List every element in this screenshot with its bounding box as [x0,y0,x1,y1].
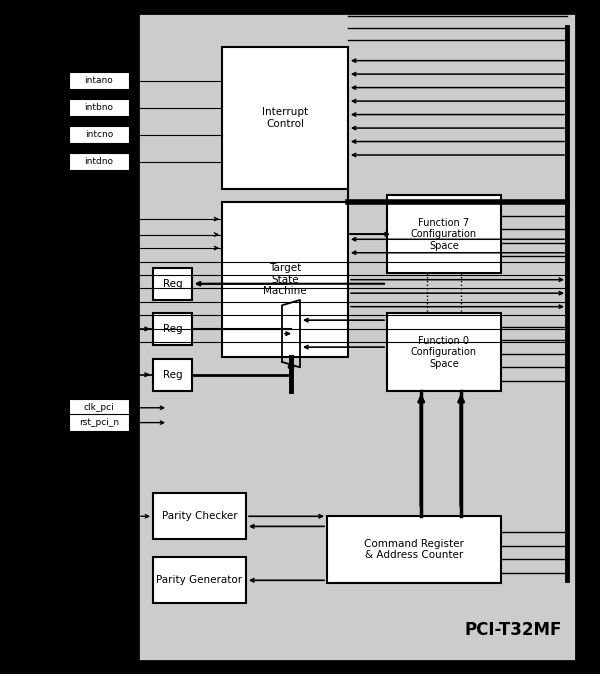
Text: Interrupt
Control: Interrupt Control [262,107,308,129]
Text: Function 0
Configuration
Space: Function 0 Configuration Space [411,336,477,369]
Text: rst_pci_n: rst_pci_n [79,418,119,427]
Text: idseli: idseli [102,243,126,253]
Text: Target
State
Machine: Target State Machine [263,263,307,297]
Text: stopno: stopno [95,284,126,293]
Text: Parity Checker: Parity Checker [161,512,238,521]
Text: ot_perrno: ot_perrno [83,522,126,531]
Bar [153,359,192,391]
Bar [138,13,576,661]
Text: intano: intano [85,76,113,86]
Bar [222,202,348,357]
Bar [69,414,129,431]
Bar [387,195,501,273]
Text: ot_stopno: ot_stopno [82,324,126,334]
Text: pari: pari [109,497,126,507]
Bar [69,126,129,143]
Text: serrno: serrno [97,534,126,544]
Text: davselno: davselno [85,257,126,266]
Text: paro: paro [106,570,126,579]
Bar [387,313,501,391]
Bar [69,72,129,89]
Bar [153,313,192,345]
Bar [69,153,129,170]
Bar [153,268,192,300]
Text: PCI-T32MF: PCI-T32MF [464,621,562,639]
Text: Reg: Reg [163,324,182,334]
Text: Parity Generator: Parity Generator [157,576,242,585]
Text: intbno: intbno [85,103,113,113]
Bar [153,493,246,539]
Bar [69,99,129,116]
Bar [153,557,246,603]
Text: Reg: Reg [163,279,182,288]
Text: Function 7
Configuration
Space: Function 7 Configuration Space [411,218,477,251]
Text: ot_trdyno: ot_trdyno [83,311,126,320]
Text: intdno: intdno [85,157,113,166]
Text: ot_paro: ot_paro [92,582,126,591]
Text: ot_ado: ot_ado [95,338,126,347]
Text: intcno: intcno [85,130,113,140]
Text: Reg: Reg [163,370,182,379]
Text: trdyno: trdyno [97,270,126,280]
Text: frameni: frameni [91,214,126,224]
Text: irdyni: irdyni [100,230,126,239]
Bar [222,47,348,189]
Text: Command Register
& Address Counter: Command Register & Address Counter [364,539,464,560]
Text: perrno: perrno [96,510,126,519]
Bar [69,399,129,416]
Text: clk_pci: clk_pci [83,403,115,412]
Text: ot_devselno: ot_devselno [71,297,126,307]
Bar [327,516,501,583]
